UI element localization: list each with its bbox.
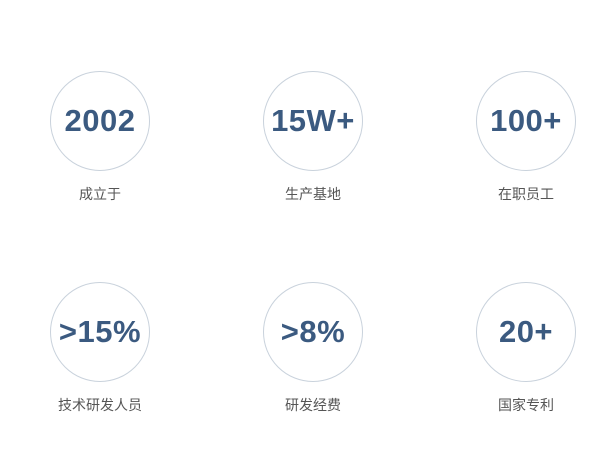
stat-value: 100+	[490, 103, 562, 138]
stat-value: >8%	[280, 314, 346, 349]
stat-label: 成立于	[79, 187, 121, 203]
stat-value: 20+	[498, 314, 554, 349]
stat-circle: 2002	[50, 71, 150, 171]
stat-circle: 100+	[476, 71, 576, 171]
stat-label: 研发经费	[285, 398, 341, 414]
stat-circle: >8%	[263, 282, 363, 382]
stat-employees: 100+ 在职员工	[446, 71, 606, 204]
stat-value: >15%	[58, 314, 142, 349]
stat-patents: 20+ 国家专利	[446, 282, 606, 415]
stat-label: 国家专利	[498, 398, 554, 414]
stat-value: 15W+	[271, 103, 355, 138]
stat-label: 生产基地	[285, 187, 341, 203]
stat-value: 2002	[64, 103, 136, 138]
stat-circle: 20+	[476, 282, 576, 382]
stat-founded: 2002 成立于	[20, 71, 180, 204]
stat-rd-funding: >8% 研发经费	[233, 282, 393, 415]
stat-circle: >15%	[50, 282, 150, 382]
stat-rd-staff: >15% 技术研发人员	[20, 282, 180, 415]
stat-production-base: 15W+ 生产基地	[233, 71, 393, 204]
stat-label: 在职员工	[498, 187, 554, 203]
stat-circle: 15W+	[263, 71, 363, 171]
stat-label: 技术研发人员	[58, 398, 142, 414]
